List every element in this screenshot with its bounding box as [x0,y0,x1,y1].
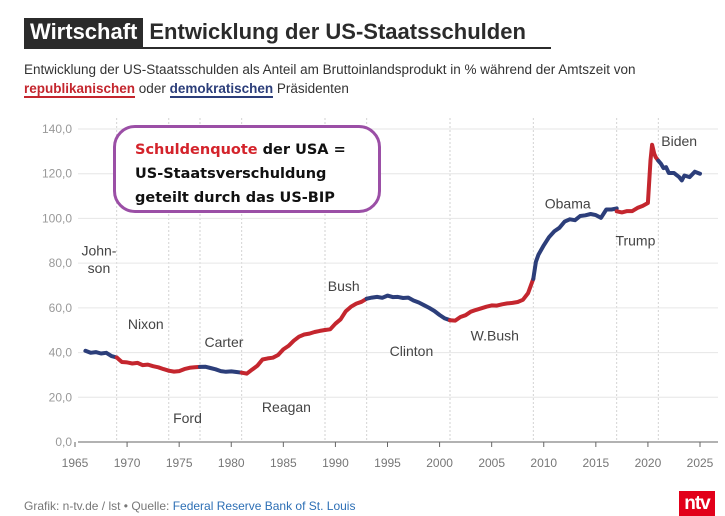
y-tick-label: 20,0 [49,390,73,404]
president-label: Biden [661,133,697,149]
chart-subtitle: Entwicklung der US-Staatsschulden als An… [24,60,714,98]
president-label: John- [81,242,116,258]
source-link[interactable]: Federal Reserve Bank of St. Louis [172,499,356,513]
x-tick-label: 1970 [114,456,141,470]
president-label: Obama [545,195,591,211]
x-tick-label: 1980 [218,456,245,470]
y-tick-label: 0,0 [55,435,72,449]
legend-democratic: demokratischen [169,81,274,98]
x-tick-label: 1985 [270,456,297,470]
series-line-carter [198,364,244,375]
series-line-wbush [448,276,536,323]
series-line-biden [656,158,702,183]
x-tick-label: 2025 [687,456,714,470]
footer-credit: Grafik: n-tv.de / lst • Quelle: Federal … [24,499,355,513]
subtitle-text-middle: oder [135,81,170,96]
callout-highlight: Schuldenquote [135,142,258,158]
y-tick-label: 120,0 [42,167,72,181]
series-line-bush [323,296,369,332]
series-line-clinton [364,293,452,323]
president-label: W.Bush [471,327,519,343]
president-label: Trump [615,232,655,248]
callout-line-2: US-Staatsverschuldung [135,166,327,182]
president-label: Clinton [390,343,434,359]
series-line-obama [531,206,619,281]
x-tick-label: 1990 [322,456,349,470]
x-tick-label: 1965 [62,456,89,470]
y-tick-label: 100,0 [42,211,72,225]
series-line-reagan [239,328,327,376]
president-label: son [88,260,111,276]
section-tag[interactable]: Wirtschaft [24,18,144,49]
series-line-trump [614,142,661,215]
callout-line-1: Schuldenquote der USA = [135,138,378,162]
y-tick-label: 140,0 [42,122,72,136]
president-label: Nixon [128,316,164,332]
callout-line-1-rest: der USA = [257,142,346,158]
x-tick-label: 2005 [478,456,505,470]
president-label: Bush [328,278,360,294]
x-tick-label: 2015 [582,456,609,470]
series-line-ford [166,364,202,374]
x-tick-label: 1995 [374,456,401,470]
x-tick-label: 2020 [635,456,662,470]
callout-line-3: geteilt durch das US-BIP [135,190,335,206]
definition-callout: Schuldenquote der USA = US-Staatsverschu… [113,125,381,213]
legend-republican: republikanischen [24,81,136,98]
president-label: Reagan [262,399,311,415]
subtitle-text-before: Entwicklung der US-Staatsschulden als An… [24,62,636,77]
header: Wirtschaft Entwicklung der US-Staatsschu… [24,18,552,49]
x-tick-label: 2010 [530,456,557,470]
president-label: Ford [173,410,202,426]
subtitle-text-after: Präsidenten [273,81,349,96]
y-tick-label: 40,0 [49,346,73,360]
x-tick-label: 2000 [426,456,453,470]
president-label: Carter [205,334,244,350]
ntv-logo: ntv [679,491,715,516]
page-title: Entwicklung der US-Staatsschulden [143,18,552,49]
series-line-johnson [83,348,119,360]
y-tick-label: 60,0 [49,301,73,315]
footer-credit-text: Grafik: n-tv.de / lst • Quelle: [24,499,173,513]
x-tick-label: 1975 [166,456,193,470]
y-tick-label: 80,0 [49,256,73,270]
series-line-nixon [114,355,171,373]
